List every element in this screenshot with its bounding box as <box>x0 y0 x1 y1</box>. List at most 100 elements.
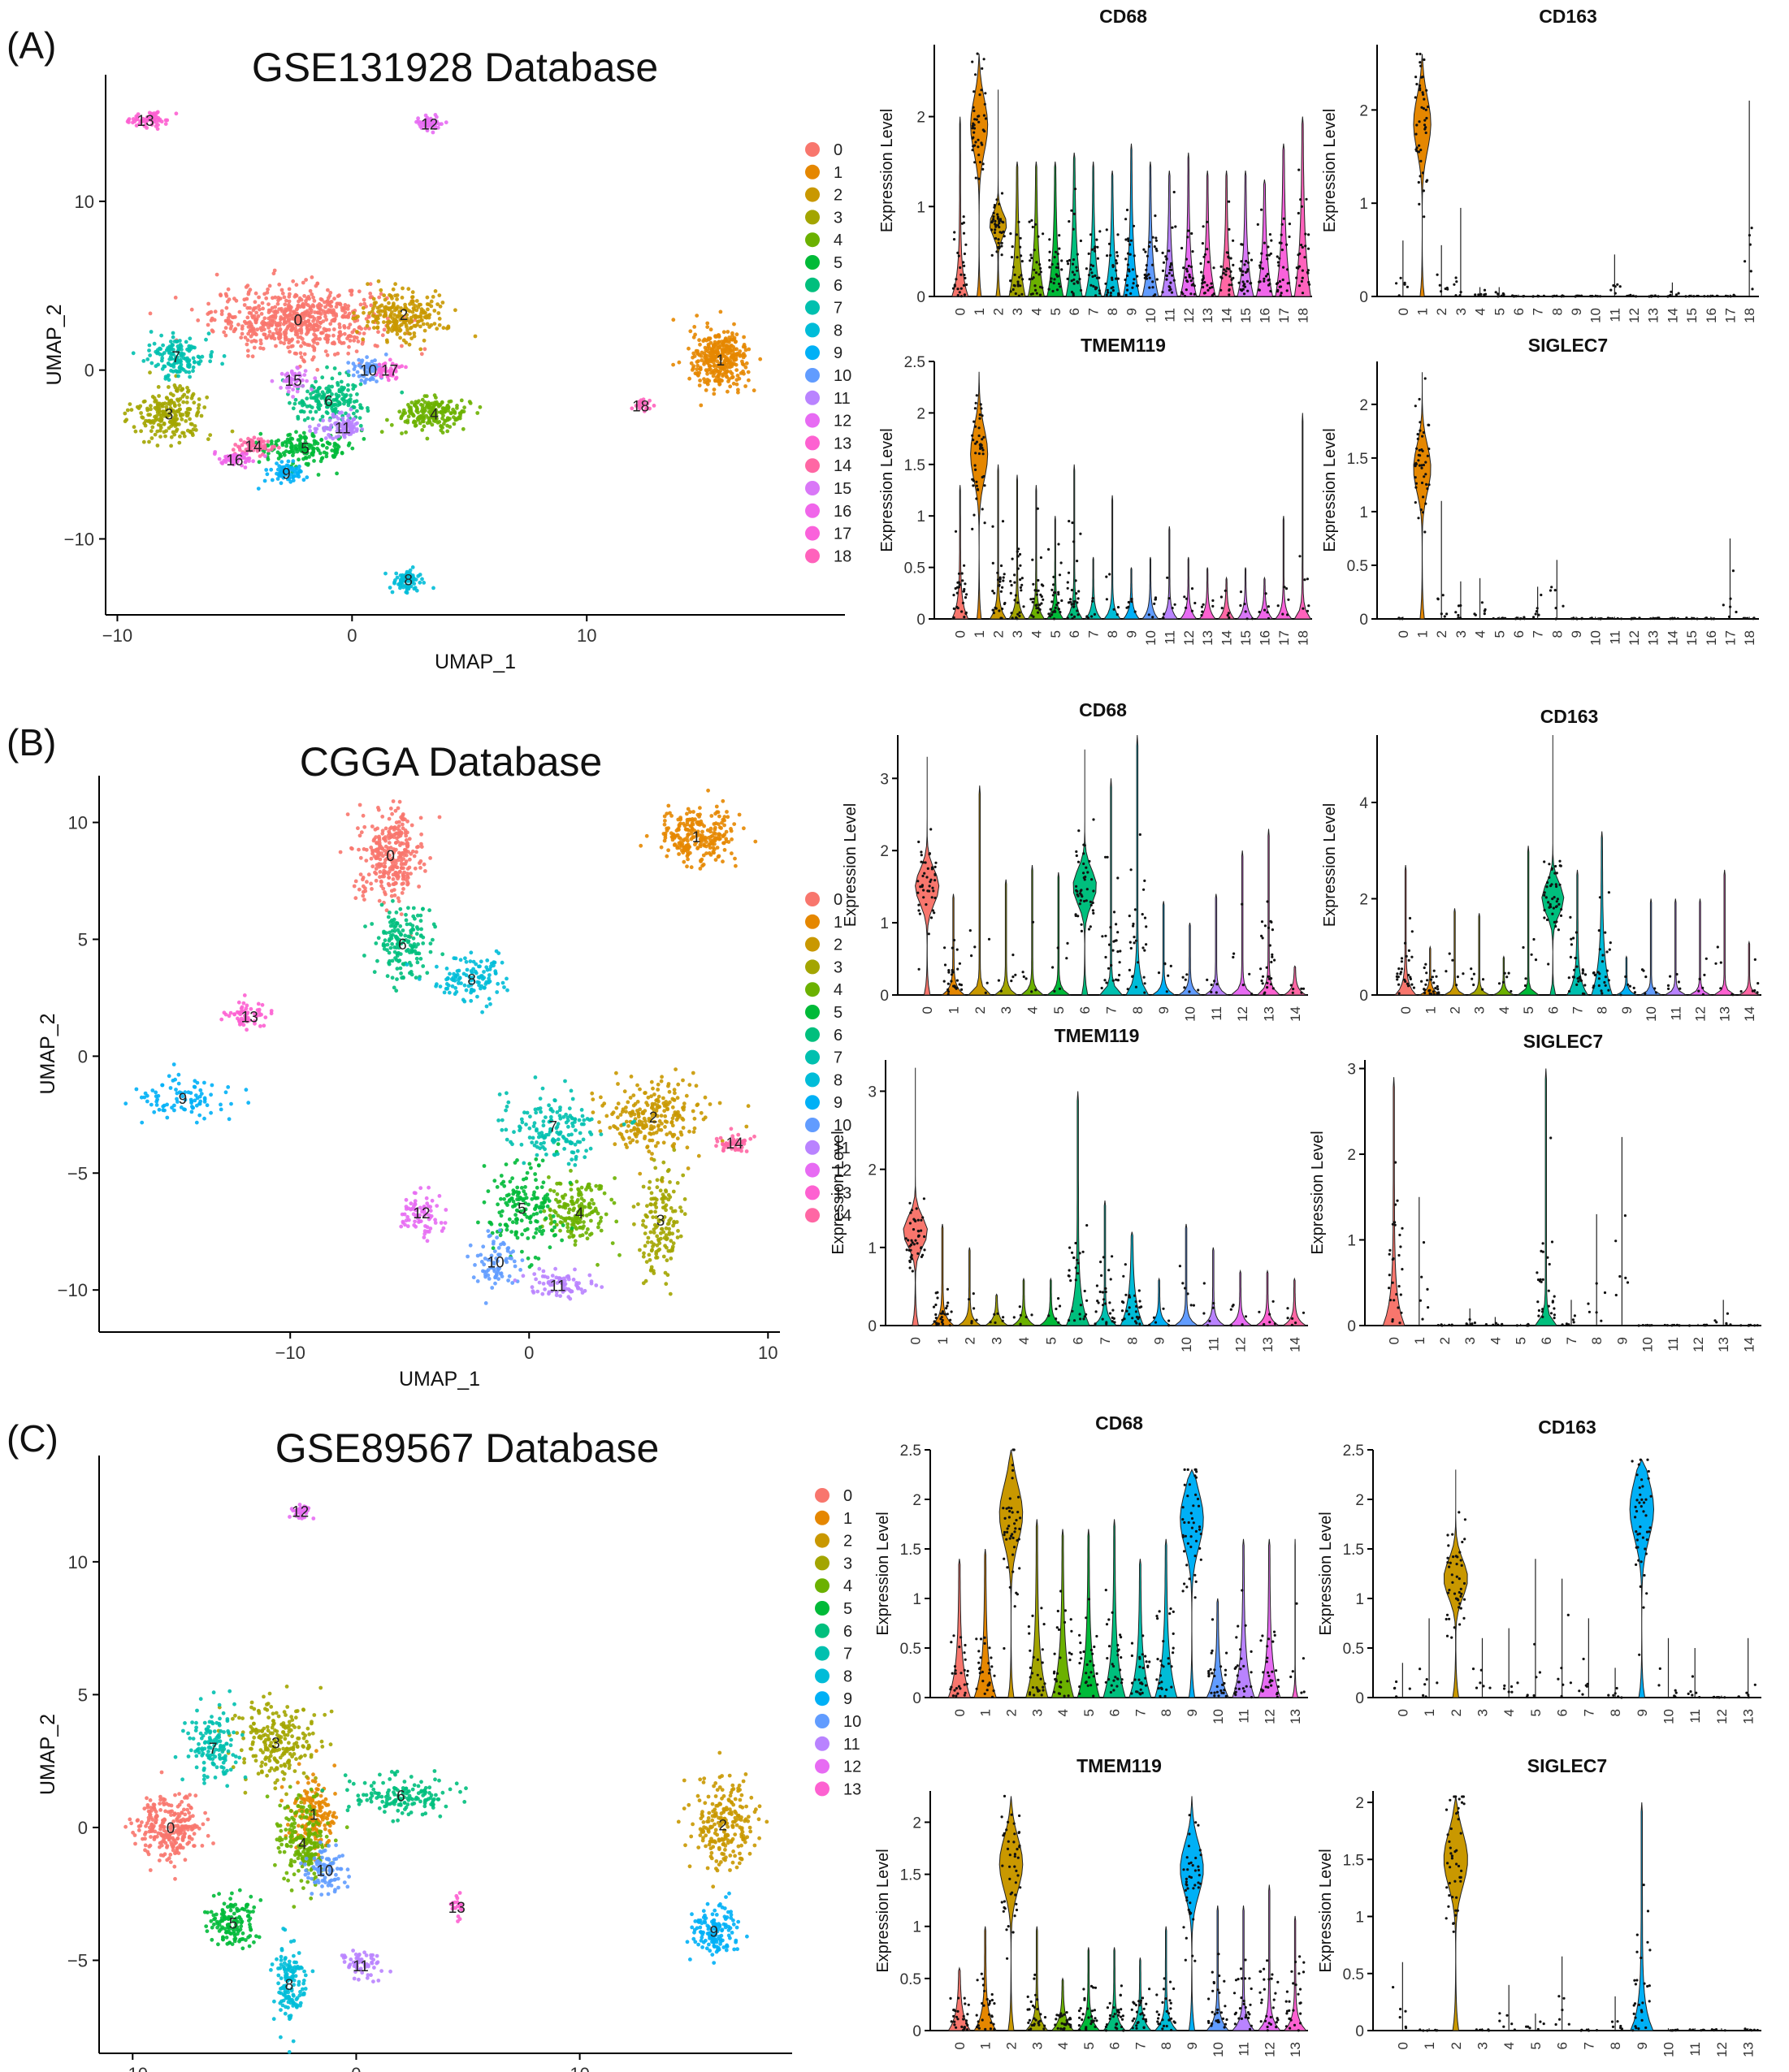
violin-point <box>1072 605 1075 608</box>
umap-point <box>366 319 370 324</box>
umap-point <box>315 323 320 328</box>
violin-point <box>1245 279 1249 283</box>
violin-point <box>1193 601 1197 605</box>
umap-point <box>617 1131 622 1135</box>
umap-point <box>392 313 396 318</box>
umap-point <box>332 296 336 301</box>
violin-point <box>1263 608 1267 612</box>
violin-point <box>1424 461 1427 464</box>
violin-point <box>1454 611 1458 614</box>
violin-point <box>1127 600 1130 604</box>
umap-point <box>240 331 245 336</box>
violin-point <box>1241 288 1245 291</box>
violin-point <box>1187 264 1190 268</box>
umap-point <box>689 361 694 366</box>
violin-point <box>973 161 977 164</box>
umap-point <box>268 309 273 313</box>
violin-point <box>1419 61 1422 64</box>
violin-point <box>1278 285 1281 288</box>
umap-point <box>352 411 356 416</box>
umap-point <box>153 432 158 437</box>
violin-point <box>1727 615 1731 619</box>
violin-point <box>959 266 962 270</box>
violin-point <box>1034 223 1037 226</box>
umap-point <box>629 1075 634 1079</box>
umap-point <box>676 827 680 832</box>
violin-point <box>994 219 997 223</box>
umap-point <box>231 315 236 320</box>
umap-point <box>717 382 722 387</box>
violin-point <box>1144 250 1147 253</box>
violin-point <box>1306 247 1310 250</box>
violin-point <box>1190 231 1193 236</box>
umap-point <box>368 282 373 287</box>
violin-point <box>1395 282 1398 285</box>
umap-point <box>250 354 255 359</box>
violin-point <box>1020 589 1023 592</box>
umap-point <box>453 308 457 313</box>
umap-point <box>214 272 219 277</box>
violin-point <box>1729 295 1732 298</box>
umap-point <box>374 301 378 305</box>
umap-point <box>373 870 377 875</box>
violin-point <box>1304 244 1307 248</box>
violin-point <box>1126 263 1129 266</box>
violin-point <box>972 484 975 487</box>
violin-point <box>1054 610 1057 613</box>
violin-point <box>1484 292 1488 296</box>
violin-point <box>1229 270 1232 273</box>
violin-point <box>975 497 978 500</box>
violin-point <box>1165 278 1168 281</box>
violin-point <box>1229 257 1232 260</box>
violin-point <box>1115 259 1118 262</box>
umap-point <box>736 387 740 392</box>
violin-x-tick-label: 8 <box>1105 630 1120 638</box>
violin-point <box>1018 275 1021 279</box>
violin-point <box>951 287 955 290</box>
umap-point <box>286 433 291 438</box>
umap-point <box>310 387 314 391</box>
umap-cluster-label: 9 <box>282 465 291 482</box>
umap-point <box>712 831 717 835</box>
umap-point <box>314 336 319 341</box>
violin-point <box>1125 274 1129 278</box>
umap-point <box>184 400 189 404</box>
violin-point <box>973 407 977 410</box>
umap-point <box>339 379 344 384</box>
umap-point <box>663 1125 667 1129</box>
violin-point <box>1280 241 1283 244</box>
violin-point <box>1048 238 1051 241</box>
umap-point <box>422 328 427 333</box>
umap-point <box>639 843 643 848</box>
umap-point <box>672 1088 677 1092</box>
umap-point <box>280 291 285 296</box>
violin-point <box>1474 293 1477 296</box>
umap-point <box>397 820 401 824</box>
umap-point <box>696 820 701 825</box>
violin-point <box>1224 273 1228 276</box>
umap-point <box>148 370 152 375</box>
violin-x-tick-label: 6 <box>1511 630 1527 638</box>
umap-point <box>282 295 287 300</box>
violin-point <box>1654 616 1657 621</box>
umap-point <box>695 314 700 318</box>
violin-point <box>1107 242 1111 245</box>
violin-point <box>960 222 964 225</box>
umap-point <box>478 404 483 409</box>
violin-point <box>1494 291 1497 294</box>
umap-point <box>714 354 719 359</box>
violin-gene-title: CD163 <box>1539 6 1597 27</box>
violin-x-tick-label: 8 <box>1549 630 1565 638</box>
violin-point <box>1704 617 1707 621</box>
umap-point <box>447 400 452 404</box>
violin-point <box>1441 594 1445 597</box>
umap-point <box>315 318 320 323</box>
umap-point <box>266 439 271 443</box>
umap-y-tick-label: 0 <box>84 361 94 381</box>
violin-point <box>975 394 978 397</box>
umap-point <box>734 368 739 372</box>
umap-point <box>193 360 197 364</box>
violin-point <box>1015 233 1018 236</box>
violin-point <box>977 426 981 430</box>
violin-point <box>1191 250 1194 253</box>
